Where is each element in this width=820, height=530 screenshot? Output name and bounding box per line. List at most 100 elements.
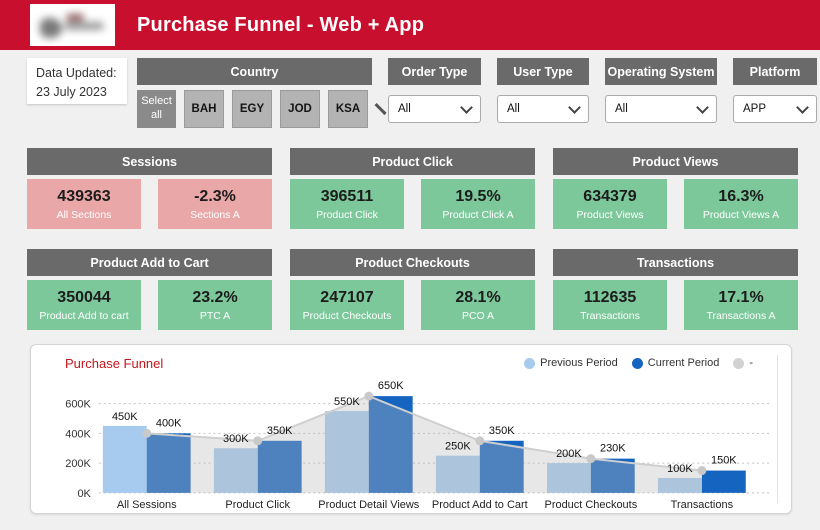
kpi-header-transactions: Transactions [553,249,798,276]
kpi-group-product-views: Product Views 634379 Product Views 16.3% Pro… [553,148,798,229]
filter-group-operating-system: Operating System All [605,58,717,123]
country-button-egy[interactable]: EGY [232,90,272,128]
bar-previous-product-checkouts[interactable] [546,463,591,493]
legend-item-current-period[interactable]: Current Period [631,357,719,369]
bar-current-transactions[interactable] [701,470,746,493]
label-previous-product-add-to-cart: 250K [445,441,471,453]
chevron-down-icon [568,100,581,114]
country-buttons: Select all BAH EGY JOD KSA [137,90,368,128]
funnel-dot-product-detail-views[interactable] [364,391,374,401]
logo-image [38,12,107,38]
label-current-product-add-to-cart: 350K [489,425,515,437]
x-axis-label-product-add-to-cart: Product Add to Cart [432,499,528,511]
data-updated-card: Data Updated: 23 July 2023 [27,58,127,104]
x-axis-label-all-sessions: All Sessions [117,499,177,511]
funnel-dot-transactions[interactable] [697,466,707,476]
label-previous-transactions: 100K [667,463,693,475]
bar-current-product-checkouts[interactable] [590,458,635,493]
kpi-label-product-views: Product Views [576,208,644,221]
x-axis-label-product-detail-views: Product Detail Views [318,499,420,511]
kpi-cards-product-click: 396511 Product Click 19.5% Product Click A [290,179,535,229]
label-current-product-checkouts: 230K [600,443,626,455]
order-type-select[interactable]: All [388,95,481,123]
kpi-card-pco-a: 28.1% PCO A [421,280,535,330]
kpi-label-product-views-a: Product Views A [702,208,780,221]
funnel-area [146,396,702,493]
y-axis-tick-0K: 0K [77,488,91,500]
legend-dot-icon [524,357,536,369]
funnel-dot-product-checkouts[interactable] [586,454,596,464]
label-previous-product-click: 300K [223,433,249,445]
label-previous-product-detail-views: 550K [334,396,360,408]
kpi-value-product-add-to-cart: 350044 [57,288,111,306]
legend-label: - [749,357,753,369]
kpi-value-all-sections: 439363 [57,187,111,205]
funnel-dot-all-sessions[interactable] [142,428,152,438]
select-all-button[interactable]: Select all [137,90,176,128]
kpi-header-sessions: Sessions [27,148,272,175]
kpi-label-ptc-a: PTC A [199,309,231,322]
legend-dot-icon [631,357,643,369]
company-logo [30,4,115,46]
kpi-cards-product-add-to-cart: 350044 Product Add to cart 23.2% PTC A [27,280,272,330]
kpi-value-product-click: 396511 [320,187,374,205]
bar-previous-product-detail-views[interactable] [324,411,369,493]
legend-dot-icon [733,357,745,369]
operating-system-select[interactable]: All [605,95,717,123]
kpi-value-product-checkouts: 247107 [320,288,374,306]
country-button-ksa[interactable]: KSA [328,90,368,128]
chevron-down-icon [796,100,809,114]
country-button-jod[interactable]: JOD [280,90,320,128]
kpi-label-pco-a: PCO A [461,309,495,322]
kpi-label-sections-a: Sections A [190,208,240,221]
kpi-group-sessions: Sessions 439363 All Sections -2.3% Sections … [27,148,272,229]
kpi-card-ptc-a: 23.2% PTC A [158,280,272,330]
bar-previous-all-sessions[interactable] [102,425,147,493]
bar-previous-transactions[interactable] [657,477,702,493]
x-axis-label-transactions: Transactions [671,499,734,511]
country-filter: Country Select all BAH EGY JOD KSA [137,58,387,128]
label-current-product-click: 350K [267,425,293,437]
y-axis-tick-200K: 200K [65,458,91,470]
bar-previous-product-click[interactable] [213,448,258,493]
label-current-transactions: 150K [711,455,737,467]
filter-header-operating-system: Operating System [605,58,717,85]
user-type-select[interactable]: All [497,95,589,123]
legend-item-[interactable]: - [733,357,753,369]
kpi-header-product-views: Product Views [553,148,798,175]
chart-legend: Previous Period Current Period - [524,357,753,369]
kpi-label-product-click: Product Click [316,208,378,221]
order-type-selected-value: All [398,103,411,115]
purchase-funnel-chart[interactable]: 0K 200K 400K 600K 450K 400K All Sessions 300K 35… [43,373,779,515]
bar-current-product-add-to-cart[interactable] [479,440,524,493]
kpi-header-product-click: Product Click [290,148,535,175]
bar-current-all-sessions[interactable] [146,433,191,493]
x-axis-label-product-checkouts: Product Checkouts [545,499,638,511]
country-button-bah[interactable]: BAH [184,90,224,128]
label-current-all-sessions: 400K [156,417,182,429]
chart-title: Purchase Funnel [65,355,164,371]
label-previous-product-checkouts: 200K [556,448,582,460]
kpi-card-sections-a: -2.3% Sections A [158,179,272,229]
kpi-value-sections-a: -2.3% [194,187,236,205]
filter-bar: Data Updated: 23 July 2023 Country Selec… [27,58,820,128]
label-current-product-detail-views: 650K [378,380,404,392]
legend-item-previous-period[interactable]: Previous Period [524,357,618,369]
y-axis-tick-600K: 600K [65,399,91,411]
kpi-label-product-click-a: Product Click A [442,208,514,221]
funnel-dot-product-click[interactable] [253,436,263,446]
filter-group-order-type: Order Type All [388,58,481,123]
kpi-header-product-add-to-cart: Product Add to Cart [27,249,272,276]
kpi-value-transactions: 112635 [583,288,637,306]
kpi-card-all-sections: 439363 All Sections [27,179,141,229]
platform-select[interactable]: APP [733,95,817,123]
filter-header-order-type: Order Type [388,58,481,85]
kpi-label-transactions: Transactions [580,309,640,322]
kpi-value-product-views: 634379 [583,187,637,205]
funnel-dot-product-add-to-cart[interactable] [475,436,485,446]
filter-header-user-type: User Type [497,58,589,85]
bar-previous-product-add-to-cart[interactable] [435,455,480,493]
bar-current-product-detail-views[interactable] [368,396,413,493]
bar-current-product-click[interactable] [257,440,302,493]
chart-scrollbar[interactable] [777,355,778,503]
